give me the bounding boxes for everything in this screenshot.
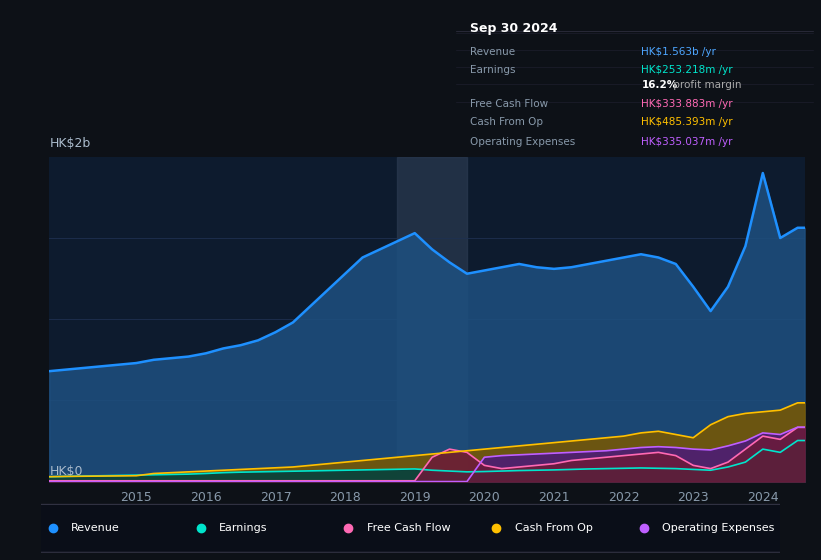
- Text: Operating Expenses: Operating Expenses: [470, 137, 576, 147]
- Text: Earnings: Earnings: [219, 523, 268, 533]
- Text: HK$253.218m /yr: HK$253.218m /yr: [641, 66, 733, 76]
- Text: profit margin: profit margin: [670, 80, 741, 90]
- Text: Operating Expenses: Operating Expenses: [663, 523, 775, 533]
- Text: Cash From Op: Cash From Op: [515, 523, 593, 533]
- Text: HK$333.883m /yr: HK$333.883m /yr: [641, 99, 733, 109]
- Text: Free Cash Flow: Free Cash Flow: [367, 523, 451, 533]
- Bar: [397, 157, 467, 482]
- Text: Earnings: Earnings: [470, 66, 516, 76]
- Text: Revenue: Revenue: [71, 523, 120, 533]
- Text: 16.2%: 16.2%: [641, 80, 677, 90]
- Text: HK$485.393m /yr: HK$485.393m /yr: [641, 117, 733, 127]
- Text: HK$335.037m /yr: HK$335.037m /yr: [641, 137, 733, 147]
- Text: Free Cash Flow: Free Cash Flow: [470, 99, 548, 109]
- Text: Revenue: Revenue: [470, 47, 515, 57]
- FancyBboxPatch shape: [34, 505, 787, 552]
- Text: Cash From Op: Cash From Op: [470, 117, 543, 127]
- Text: HK$1.563b /yr: HK$1.563b /yr: [641, 47, 716, 57]
- Text: HK$0: HK$0: [49, 465, 83, 478]
- Text: Sep 30 2024: Sep 30 2024: [470, 22, 557, 35]
- Text: HK$2b: HK$2b: [49, 137, 90, 150]
